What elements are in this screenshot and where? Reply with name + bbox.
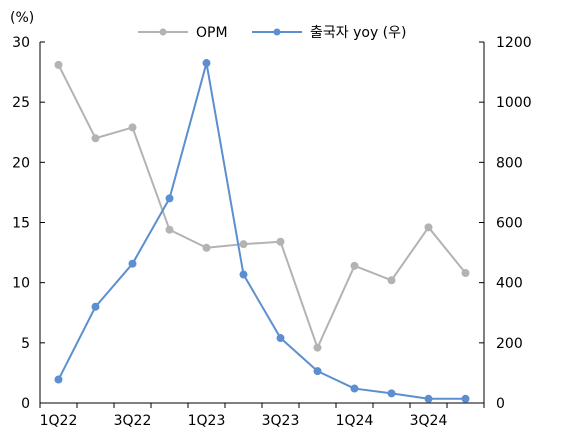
data-point-opm bbox=[387, 276, 396, 285]
left-axis-tick-label: 0 bbox=[21, 396, 30, 412]
legend-item-opm: OPM bbox=[138, 25, 228, 41]
x-axis-tick-label: 1Q23 bbox=[188, 413, 226, 429]
data-point-departures-yoy bbox=[91, 302, 100, 311]
legend: OPM 출국자 yoy (우) bbox=[138, 25, 406, 41]
left-axis-unit-label: (%) bbox=[10, 10, 34, 26]
right-axis-tick-label: 600 bbox=[496, 216, 523, 232]
left-axis-tick-label: 15 bbox=[12, 216, 30, 232]
data-point-opm bbox=[313, 343, 322, 352]
data-point-departures-yoy bbox=[128, 259, 137, 268]
left-axis-tick-label: 20 bbox=[12, 155, 30, 171]
legend-item-departures-yoy: 출국자 yoy (우) bbox=[252, 25, 406, 41]
data-point-opm bbox=[128, 123, 137, 132]
data-point-departures-yoy bbox=[350, 384, 359, 393]
data-point-departures-yoy bbox=[461, 394, 470, 403]
data-point-departures-yoy bbox=[276, 334, 285, 343]
legend-marker-departures-yoy bbox=[273, 28, 281, 36]
data-point-opm bbox=[202, 243, 211, 252]
legend-label-departures-yoy: 출국자 yoy (우) bbox=[310, 25, 406, 41]
right-axis-tick-label: 400 bbox=[496, 276, 523, 292]
left-axis-tick-label: 10 bbox=[12, 276, 30, 292]
data-point-opm bbox=[424, 223, 433, 232]
right-axis-tick-label: 1000 bbox=[496, 95, 532, 111]
series-line-departures-yoy bbox=[57, 62, 466, 400]
left-axis-tick-label: 30 bbox=[12, 35, 30, 51]
data-point-departures-yoy bbox=[239, 270, 248, 279]
x-axis-tick-label: 3Q23 bbox=[262, 413, 300, 429]
data-point-opm bbox=[461, 269, 470, 278]
left-axis-tick-label: 25 bbox=[12, 95, 30, 111]
series-line-opm bbox=[57, 64, 467, 349]
right-axis-tick-label: 800 bbox=[496, 155, 523, 171]
data-point-opm bbox=[54, 60, 63, 69]
data-point-opm bbox=[276, 237, 285, 246]
axes: 0 5 10 15 20 25 30 0 200 400 600 800 1000 1200 1Q22 3Q2… bbox=[12, 35, 531, 429]
data-point-departures-yoy bbox=[424, 394, 433, 403]
series-layer bbox=[54, 59, 470, 403]
data-point-opm bbox=[350, 261, 359, 270]
data-point-departures-yoy bbox=[313, 367, 322, 376]
data-point-opm bbox=[91, 134, 100, 143]
data-point-opm bbox=[239, 240, 248, 249]
x-axis-tick-label: 3Q22 bbox=[114, 413, 152, 429]
x-axis-tick-label: 1Q22 bbox=[40, 413, 78, 429]
data-point-departures-yoy bbox=[165, 194, 174, 203]
data-point-departures-yoy bbox=[54, 375, 63, 384]
legend-label-opm: OPM bbox=[196, 25, 228, 41]
right-axis-tick-label: 0 bbox=[496, 396, 505, 412]
data-point-departures-yoy bbox=[387, 389, 396, 398]
x-axis-tick-label: 3Q24 bbox=[410, 413, 448, 429]
right-axis-tick-label: 200 bbox=[496, 336, 523, 352]
legend-marker-opm bbox=[159, 28, 167, 36]
x-axis-tick-label: 1Q24 bbox=[336, 413, 374, 429]
left-axis-tick-label: 5 bbox=[21, 336, 30, 352]
right-axis-tick-label: 1200 bbox=[496, 35, 532, 51]
data-point-departures-yoy bbox=[202, 59, 211, 68]
data-point-opm bbox=[165, 225, 174, 234]
